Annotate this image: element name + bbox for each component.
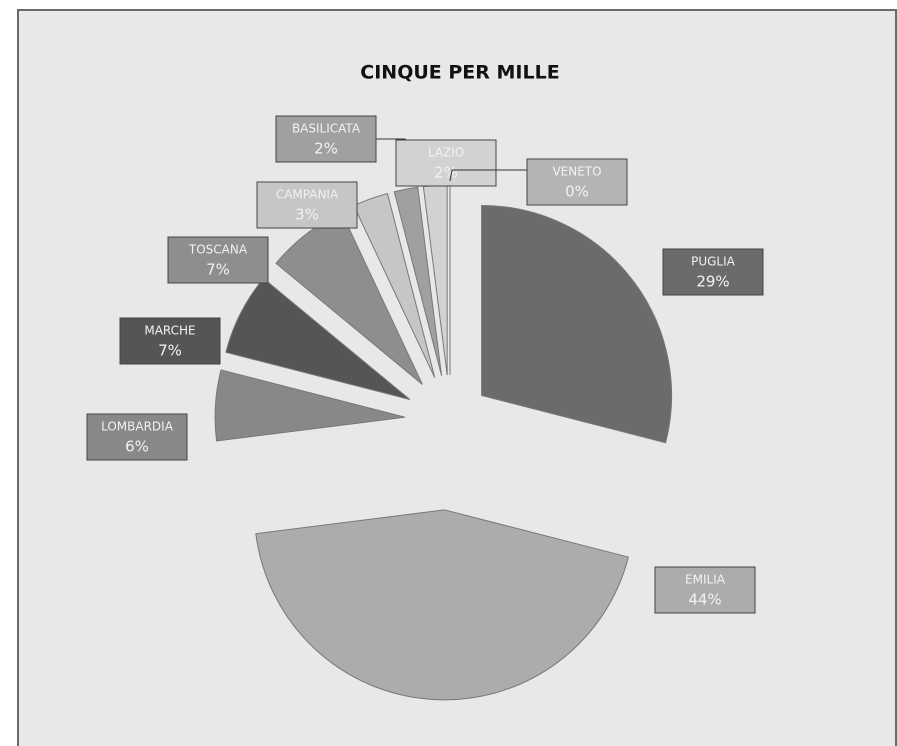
slice-value: 44% — [688, 591, 721, 609]
pie-slice — [255, 509, 629, 701]
slice-label: BASILICATA — [292, 122, 361, 136]
slice-value: 3% — [295, 206, 319, 224]
label-box — [167, 236, 269, 284]
slice-label: CAMPANIA — [276, 188, 339, 202]
slice-label: PUGLIA — [691, 255, 736, 269]
label-box — [275, 115, 377, 163]
slice-value: 6% — [125, 438, 149, 456]
slice-label: TOSCANA — [188, 243, 248, 257]
label-box — [526, 158, 628, 206]
slice-value: 7% — [206, 261, 230, 279]
label-box — [256, 181, 358, 229]
slice-label: LOMBARDIA — [101, 420, 174, 434]
slice-label: MARCHE — [144, 324, 195, 338]
pie-slice — [481, 204, 673, 444]
slice-value: 0% — [565, 183, 589, 201]
slice-value: 2% — [314, 140, 338, 158]
slice-value: 29% — [696, 273, 729, 291]
chart-title: CINQUE PER MILLE — [360, 62, 559, 84]
label-box — [662, 248, 764, 296]
label-box — [86, 413, 188, 461]
leader-line — [449, 169, 527, 182]
label-box — [654, 566, 756, 614]
slice-label: LAZIO — [428, 146, 464, 160]
slice-label: EMILIA — [685, 573, 726, 587]
label-box — [119, 317, 221, 365]
pie-slice — [214, 369, 406, 442]
slice-value: 7% — [158, 342, 182, 360]
slice-label: VENETO — [552, 165, 601, 179]
slice-value: 2% — [434, 164, 458, 182]
label-box — [395, 139, 497, 187]
pie-slice — [393, 186, 443, 376]
